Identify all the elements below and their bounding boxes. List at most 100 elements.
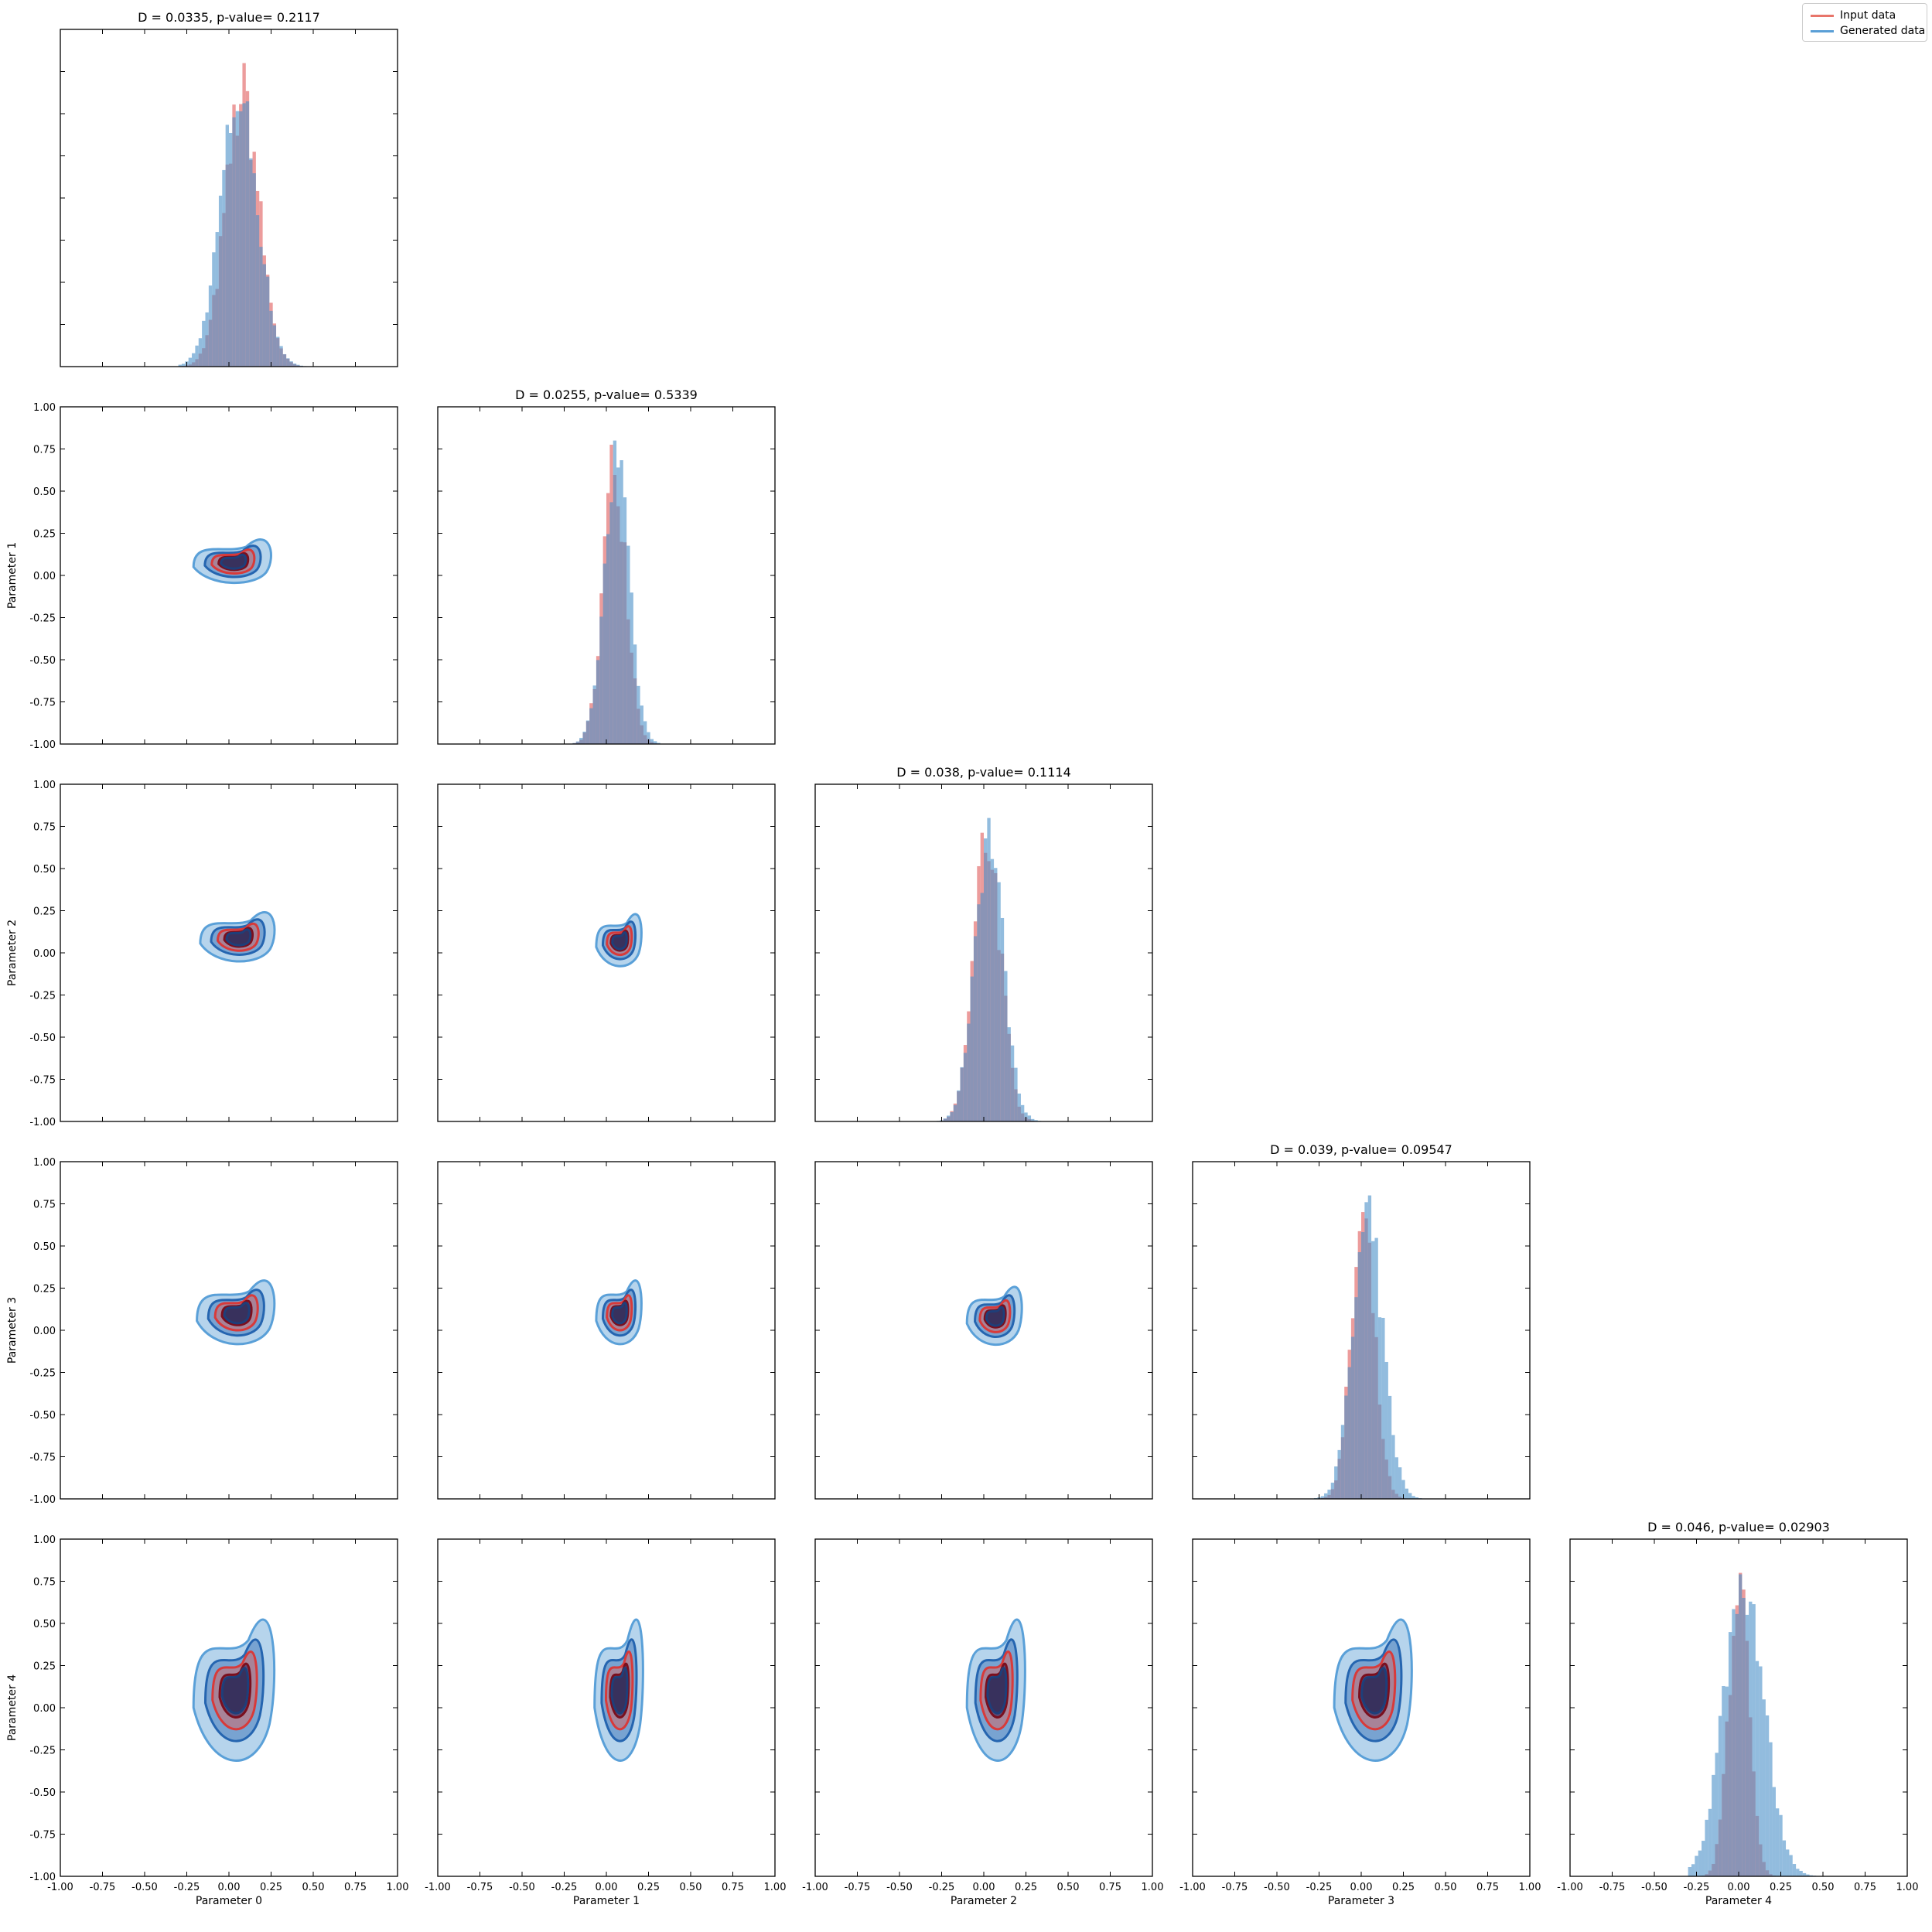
x-axis-label: Parameter 3 (1328, 1895, 1394, 1907)
hist-bar-generated (1759, 1666, 1763, 1876)
ks-title: D = 0.0335, p-value= 0.2117 (138, 10, 320, 25)
hist-bar-generated (654, 741, 657, 744)
y-tick-label: 0.00 (33, 1703, 56, 1715)
hist-bar-generated (188, 357, 193, 367)
hist-bar-generated (1401, 1480, 1405, 1499)
hist-bar-generated (1374, 1237, 1378, 1499)
hist-bar-generated (650, 739, 654, 744)
y-tick-label: -0.25 (29, 1746, 56, 1757)
x-tick-label: 1.00 (387, 1882, 409, 1893)
hist-bar-generated (997, 882, 1001, 1121)
hist-bar-generated (592, 685, 596, 744)
hist-bar-generated (596, 660, 600, 744)
hist-bar-generated (1755, 1661, 1760, 1876)
x-tick-label: 0.75 (1099, 1882, 1121, 1893)
x-tick-label: 0.00 (1728, 1882, 1750, 1893)
hist-bar-generated (265, 276, 270, 367)
y-tick-label: -1.00 (29, 1872, 56, 1883)
plot-content (1310, 1195, 1446, 1499)
x-tick-label: 0.75 (344, 1882, 367, 1893)
hist-bar-generated (1705, 1819, 1708, 1876)
hist-bar-generated (1010, 1045, 1015, 1121)
y-tick-label: 1.00 (33, 402, 56, 414)
hist-bar-generated (1742, 1597, 1746, 1876)
hist-bar-generated (1357, 1252, 1361, 1499)
hist-bar-generated (1034, 1120, 1038, 1121)
hist-bar-generated (1718, 1715, 1722, 1876)
hist-bar-generated (1020, 1104, 1025, 1121)
y-tick-label: -0.25 (29, 1368, 56, 1380)
hist-bar-generated (960, 1067, 964, 1121)
hist-bar-generated (1337, 1449, 1341, 1499)
x-tick-label: -1.00 (802, 1882, 828, 1893)
x-tick-label: -0.25 (551, 1882, 578, 1893)
plot-content (595, 1279, 643, 1346)
subplot-2-1 (437, 783, 776, 1122)
hist-bar-generated (242, 103, 246, 367)
subplot-4-0: -1.00 -0.75 -0.50 -0.25 0.00 0.25 0.50 0.75 1.00… (6, 1534, 408, 1907)
hist-bar-generated (1014, 1067, 1018, 1121)
hist-bar-generated (620, 460, 623, 744)
ks-title: D = 0.046, p-value= 0.02903 (1647, 1520, 1830, 1534)
x-tick-label: 0.50 (1812, 1882, 1835, 1893)
x-tick-label: -0.50 (1264, 1882, 1290, 1893)
y-tick-label: -1.00 (29, 1117, 56, 1128)
plot-content (965, 1618, 1026, 1762)
x-tick-label: -0.75 (1599, 1882, 1626, 1893)
hist-bar-generated (198, 338, 203, 367)
legend-label-input: Input data (1840, 9, 1896, 22)
subplot-4-4: D = 0.046, p-value= 0.02903 -1.00 -0.75 -0.… (1557, 1520, 1918, 1907)
hist-bar-generated (279, 346, 283, 367)
x-tick-label: -0.25 (1684, 1882, 1710, 1893)
hist-bar-generated (1408, 1493, 1412, 1499)
y-tick-label: 0.75 (33, 1200, 56, 1211)
y-axis-label: Parameter 4 (6, 1674, 19, 1741)
hist-bar-generated (1000, 917, 1005, 1121)
hist-bar-generated (970, 976, 974, 1121)
x-tick-label: -0.50 (1641, 1882, 1667, 1893)
hist-bar-generated (957, 1090, 961, 1121)
hist-bar-generated (205, 312, 209, 367)
hist-bar-generated (1320, 1496, 1325, 1499)
x-tick-label: 0.50 (1057, 1882, 1080, 1893)
hist-bar-generated (1688, 1866, 1691, 1876)
subplot-3-1 (437, 1161, 776, 1500)
hist-bar-generated (208, 285, 213, 367)
x-tick-label: 0.25 (1015, 1882, 1037, 1893)
legend: Input data Generated data (1802, 3, 1927, 42)
hist-bar-generated (609, 502, 613, 744)
y-tick-label: -0.25 (29, 613, 56, 625)
contour-level-4 (611, 1302, 628, 1325)
hist-bar-generated (599, 616, 603, 744)
y-tick-label: 1.00 (33, 1157, 56, 1169)
y-tick-label: 0.75 (33, 1577, 56, 1589)
hist-bar-generated (1415, 1497, 1419, 1499)
y-tick-label: -0.75 (29, 1452, 56, 1464)
y-tick-label: 1.00 (33, 1534, 56, 1546)
hist-bar-generated (963, 1053, 968, 1121)
y-tick-label: -0.50 (29, 1787, 56, 1799)
x-tick-label: 1.00 (1896, 1882, 1919, 1893)
plot-content (965, 1285, 1023, 1347)
subplot-1-1: D = 0.0255, p-value= 0.5339 (437, 387, 776, 745)
hist-bar-generated (1391, 1435, 1395, 1499)
x-tick-label: -1.00 (47, 1882, 73, 1893)
legend-swatch-generated (1811, 29, 1834, 32)
hist-bar-generated (1712, 1774, 1715, 1876)
x-tick-label: 0.25 (637, 1882, 660, 1893)
hist-bar-generated (640, 705, 643, 744)
hist-bar-generated (192, 353, 196, 367)
y-axis-label: Parameter 2 (6, 920, 19, 986)
contour-level-4 (1360, 1667, 1388, 1715)
hist-bar-generated (255, 215, 260, 367)
x-tick-label: -0.50 (886, 1882, 913, 1893)
hist-bar-generated (229, 133, 233, 367)
hist-bar-generated (282, 353, 287, 367)
hist-bar-generated (1347, 1367, 1351, 1499)
hist-bar-generated (1017, 1093, 1021, 1121)
y-tick-label: -0.75 (29, 1830, 56, 1842)
hist-bar-generated (1377, 1317, 1382, 1499)
contour-level-4 (611, 931, 628, 951)
hist-bar-generated (950, 1111, 954, 1121)
hist-bar-generated (1371, 1241, 1375, 1499)
